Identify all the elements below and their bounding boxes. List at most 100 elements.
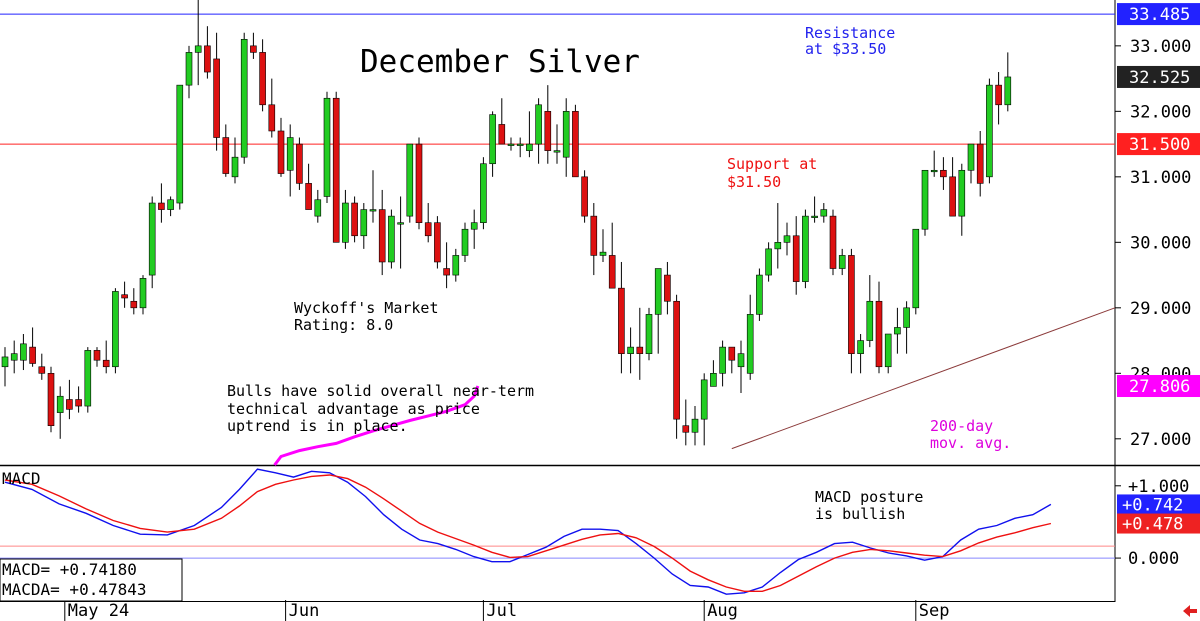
candle xyxy=(443,242,450,289)
candle xyxy=(682,399,690,446)
candle-body xyxy=(599,251,607,256)
macd-tag-macda: +0.478 xyxy=(1117,513,1200,535)
price-tag-label: 27.806 xyxy=(1129,377,1190,397)
candle-body xyxy=(185,52,193,86)
candle-body xyxy=(765,248,772,276)
candle-body xyxy=(296,143,303,184)
candle xyxy=(20,334,27,371)
candle-body xyxy=(323,97,331,197)
scroll-arrow[interactable] xyxy=(1183,605,1197,617)
candle-body xyxy=(710,373,717,387)
candle-body xyxy=(774,242,782,250)
candle xyxy=(268,78,276,138)
candle-body xyxy=(949,176,956,217)
candle-body xyxy=(976,143,984,184)
chart-title: December Silver xyxy=(360,44,640,80)
candle-body xyxy=(102,359,110,368)
arrow-left-icon[interactable] xyxy=(1183,605,1197,617)
candle xyxy=(351,196,358,243)
candle-body xyxy=(480,163,487,223)
candle-body xyxy=(148,202,156,276)
candle xyxy=(139,275,147,315)
candle-body xyxy=(921,169,929,230)
candle xyxy=(590,203,598,276)
candle-body xyxy=(535,104,542,145)
uptrend-line xyxy=(731,307,1116,450)
macd-tag-box xyxy=(1117,494,1200,515)
candle-body xyxy=(654,268,662,315)
candle-body xyxy=(194,45,202,53)
resistance-annotation-line-1: Resistance xyxy=(805,24,895,42)
candle xyxy=(231,137,239,184)
candle-body xyxy=(783,235,791,243)
candle-body xyxy=(66,399,73,410)
candle xyxy=(940,157,947,190)
candle xyxy=(452,248,460,282)
candle-body xyxy=(544,111,552,151)
candle xyxy=(314,189,322,223)
candle-body xyxy=(213,58,220,138)
rating-annotation-line-1: Wyckoff's Market xyxy=(294,299,439,317)
candle-body xyxy=(489,114,496,165)
candle xyxy=(857,334,864,374)
candle xyxy=(121,281,128,308)
candle xyxy=(710,360,717,387)
candle-body xyxy=(112,291,119,368)
support-annotation-line-1: Support at xyxy=(727,155,817,173)
candle xyxy=(894,307,901,354)
commentary-line-1: Bulls have solid overall near-term xyxy=(227,382,534,400)
candle xyxy=(378,189,386,276)
candle xyxy=(84,347,92,413)
candle xyxy=(664,261,671,315)
candle-body xyxy=(277,130,285,174)
candle-body xyxy=(204,45,211,73)
price-tag-label: 33.485 xyxy=(1129,5,1190,25)
candle xyxy=(618,261,625,374)
price-tag-resistance: 33.485 xyxy=(1117,3,1200,25)
candle-body xyxy=(792,235,800,282)
macd-tag-label: +0.478 xyxy=(1122,515,1183,535)
candle xyxy=(599,229,607,262)
candle-body xyxy=(342,202,349,243)
candle-body xyxy=(369,209,377,212)
candle xyxy=(848,248,855,374)
candle xyxy=(434,216,441,269)
candle xyxy=(176,84,184,210)
candle-body xyxy=(572,111,579,178)
candle xyxy=(415,137,423,230)
candle-body xyxy=(443,268,450,276)
candle-body xyxy=(286,137,294,171)
candle xyxy=(461,222,469,262)
candle xyxy=(986,78,993,184)
candle-body xyxy=(139,278,147,309)
candle-body xyxy=(470,222,478,230)
candle xyxy=(167,196,174,217)
candle xyxy=(332,91,340,243)
candle-body xyxy=(728,346,736,361)
y-tick-label: 33.000 xyxy=(1130,37,1191,57)
macd-readout-box: MACD= +0.74180 MACDA= +0.47843 xyxy=(0,558,183,602)
candle-body xyxy=(231,156,239,178)
candle xyxy=(737,340,745,393)
candle-body xyxy=(10,353,18,361)
candle xyxy=(691,406,699,446)
moving-average-line xyxy=(273,385,480,466)
candle-body xyxy=(838,255,846,269)
y-tick-label: 29.000 xyxy=(1130,299,1191,319)
x-tick-label: Jul xyxy=(486,601,517,621)
candle-body xyxy=(130,300,138,309)
candle-body xyxy=(691,418,699,433)
series-macd xyxy=(4,468,1052,595)
price-tag-box xyxy=(1117,3,1200,26)
candle xyxy=(958,163,966,236)
candle-body xyxy=(967,143,975,171)
candle-body xyxy=(636,346,644,354)
candle-body xyxy=(1004,76,1012,106)
macd-annotation: MACD posture is bullish xyxy=(815,488,923,523)
macd-readout-value: MACD= +0.74180 xyxy=(2,560,137,579)
candle-body xyxy=(700,379,708,420)
candle-body xyxy=(47,373,55,427)
candle-body xyxy=(811,215,818,218)
candle-body xyxy=(20,343,27,361)
candle xyxy=(305,163,312,210)
